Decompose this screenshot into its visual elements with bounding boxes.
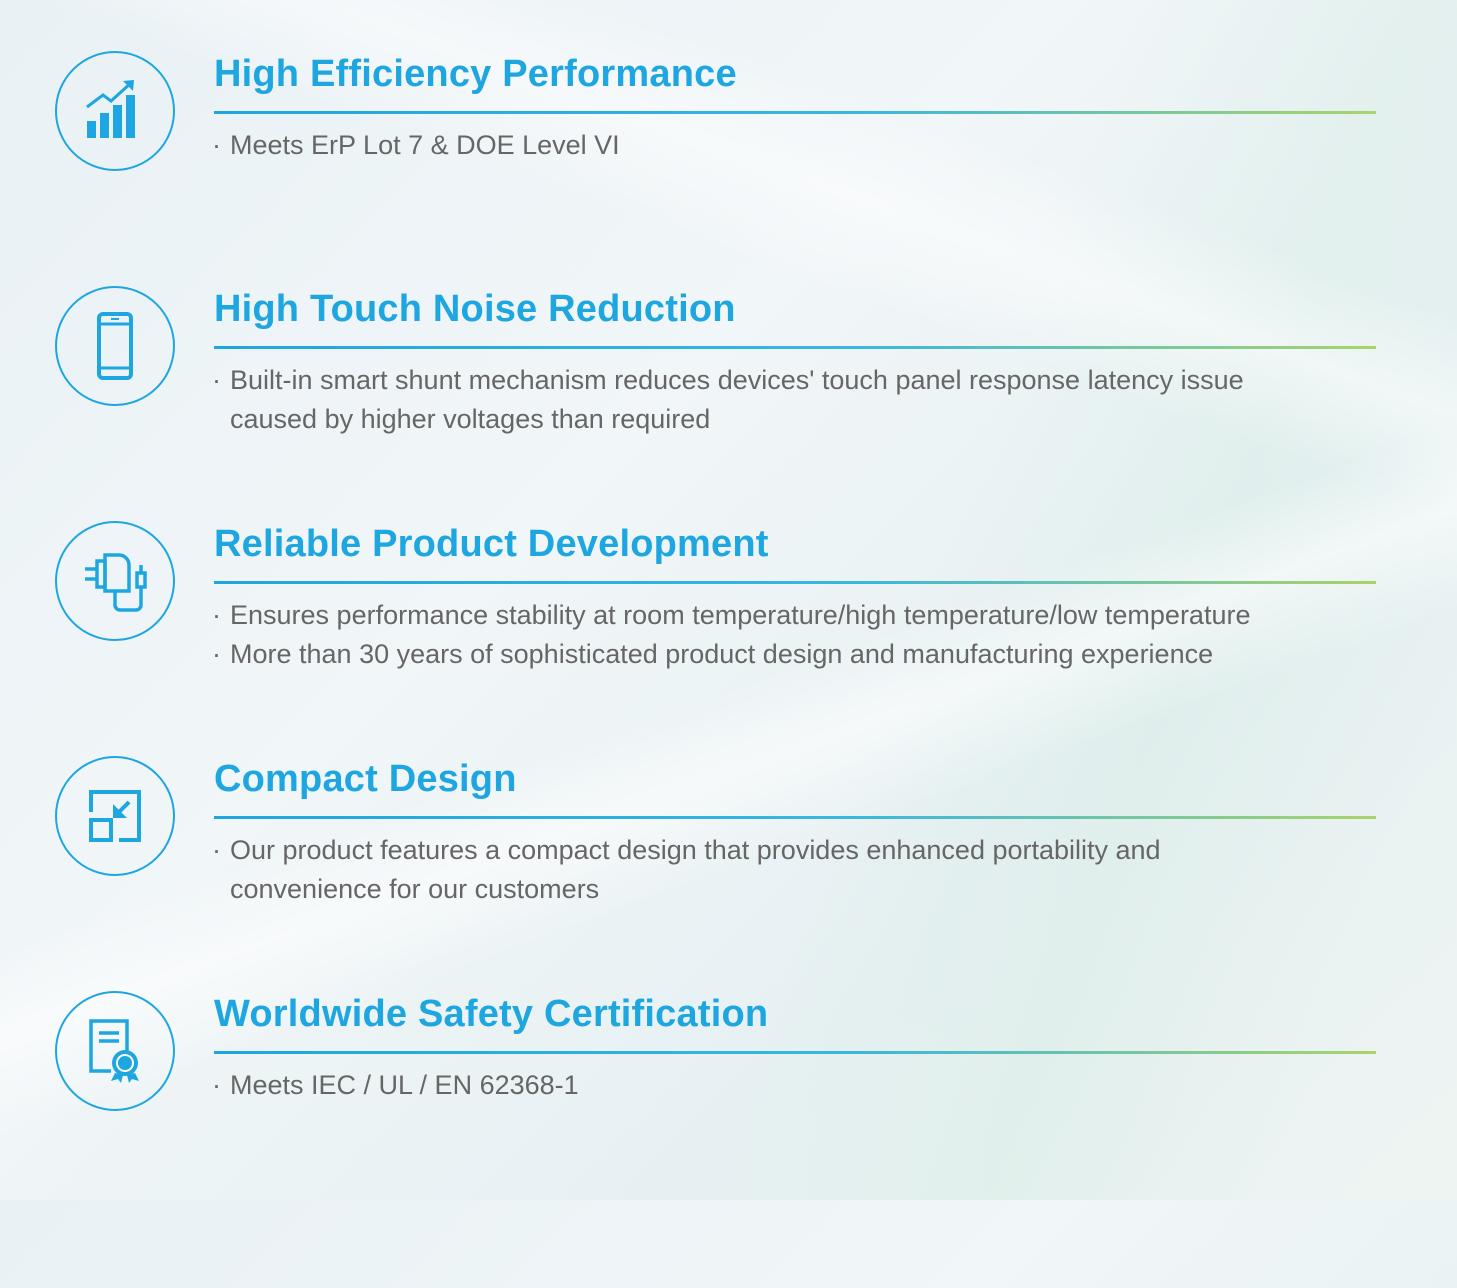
divider bbox=[214, 346, 1376, 349]
divider bbox=[214, 1051, 1376, 1054]
bullet-continuation: caused by higher voltages than required bbox=[212, 400, 1412, 439]
bullet: Built-in smart shunt mechanism reduces d… bbox=[212, 361, 1412, 400]
feature-compact-design: Compact Design Our product features a co… bbox=[0, 756, 1457, 1053]
bullet: Ensures performance stability at room te… bbox=[212, 596, 1412, 635]
divider bbox=[214, 581, 1376, 584]
feature-title: High Efficiency Performance bbox=[214, 53, 737, 95]
bullet: Meets ErP Lot 7 & DOE Level VI bbox=[212, 126, 1412, 165]
bullet-text: convenience for our customers bbox=[230, 874, 600, 904]
bullet: More than 30 years of sophisticated prod… bbox=[212, 635, 1412, 674]
certificate-icon bbox=[55, 991, 175, 1111]
feature-safety-certification: Worldwide Safety Certification Meets IEC… bbox=[0, 991, 1457, 1288]
divider bbox=[214, 111, 1376, 114]
divider bbox=[214, 816, 1376, 819]
smartphone-icon bbox=[55, 286, 175, 406]
feature-title: Worldwide Safety Certification bbox=[214, 993, 769, 1035]
feature-high-efficiency: High Efficiency Performance Meets ErP Lo… bbox=[0, 51, 1457, 348]
charger-adapter-icon bbox=[55, 521, 175, 641]
bullet-continuation: convenience for our customers bbox=[212, 870, 1412, 909]
bullet-text: caused by higher voltages than required bbox=[230, 404, 711, 434]
compact-resize-icon bbox=[55, 756, 175, 876]
feature-touch-noise: High Touch Noise Reduction Built-in smar… bbox=[0, 286, 1457, 583]
feature-reliable-development: Reliable Product Development Ensures per… bbox=[0, 521, 1457, 818]
feature-title: Compact Design bbox=[214, 758, 517, 800]
feature-title: Reliable Product Development bbox=[214, 523, 769, 565]
bullet: Our product features a compact design th… bbox=[212, 831, 1412, 870]
bar-chart-growth-icon bbox=[55, 51, 175, 171]
bullet: Meets IEC / UL / EN 62368-1 bbox=[212, 1066, 1412, 1105]
feature-title: High Touch Noise Reduction bbox=[214, 288, 736, 330]
